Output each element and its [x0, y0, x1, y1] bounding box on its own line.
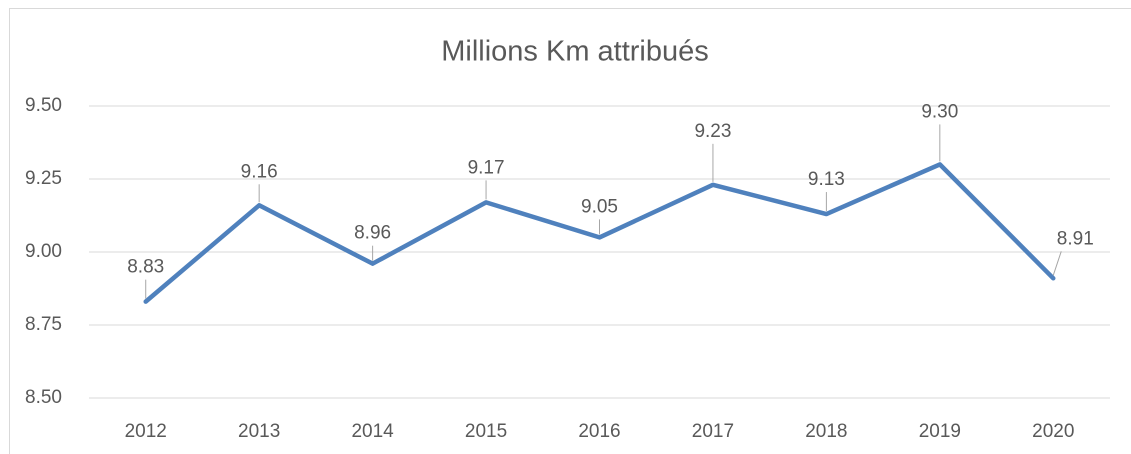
- data-label: 9.23: [694, 121, 731, 142]
- data-label: 9.13: [808, 169, 845, 190]
- x-tick-label: 2020: [1032, 421, 1074, 442]
- x-tick-label: 2018: [805, 421, 847, 442]
- x-tick-label: 2012: [125, 421, 167, 442]
- x-tick-label: 2014: [351, 421, 394, 442]
- data-label: 9.05: [581, 196, 618, 217]
- chart-frame: [9, 8, 1131, 454]
- data-label: 9.16: [241, 161, 278, 182]
- data-label: 8.83: [127, 257, 164, 278]
- leader-line: [1052, 251, 1062, 276]
- data-label: 9.30: [921, 101, 958, 122]
- line: [143, 162, 1056, 304]
- x-tick-label: 2019: [919, 421, 961, 442]
- chart-title: Millions Km attribués: [441, 36, 709, 68]
- y-tick-label: 9.50: [25, 95, 62, 116]
- y-tick-label: 9.00: [25, 241, 62, 262]
- x-tick-label: 2015: [465, 421, 507, 442]
- y-tick-label: 8.50: [25, 387, 62, 408]
- data-label: 9.17: [468, 157, 505, 178]
- x-tick-label: 2013: [238, 421, 280, 442]
- data-label: 8.91: [1057, 228, 1094, 249]
- data-label: 8.96: [354, 223, 391, 244]
- x-tick-label: 2017: [692, 421, 734, 442]
- y-tick-label: 8.75: [25, 314, 62, 335]
- x-tick-label: 2016: [578, 421, 620, 442]
- y-tick-label: 9.25: [25, 168, 62, 189]
